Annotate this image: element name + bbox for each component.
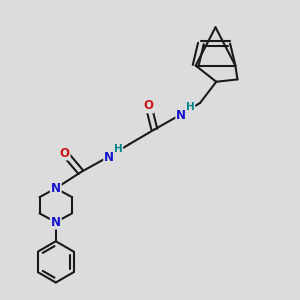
Text: N: N bbox=[51, 182, 61, 195]
Text: O: O bbox=[143, 99, 154, 112]
Text: H: H bbox=[114, 144, 123, 154]
Text: N: N bbox=[51, 216, 61, 229]
Text: N: N bbox=[104, 151, 114, 164]
Text: H: H bbox=[186, 102, 195, 112]
Text: O: O bbox=[60, 146, 70, 160]
Text: N: N bbox=[176, 109, 186, 122]
